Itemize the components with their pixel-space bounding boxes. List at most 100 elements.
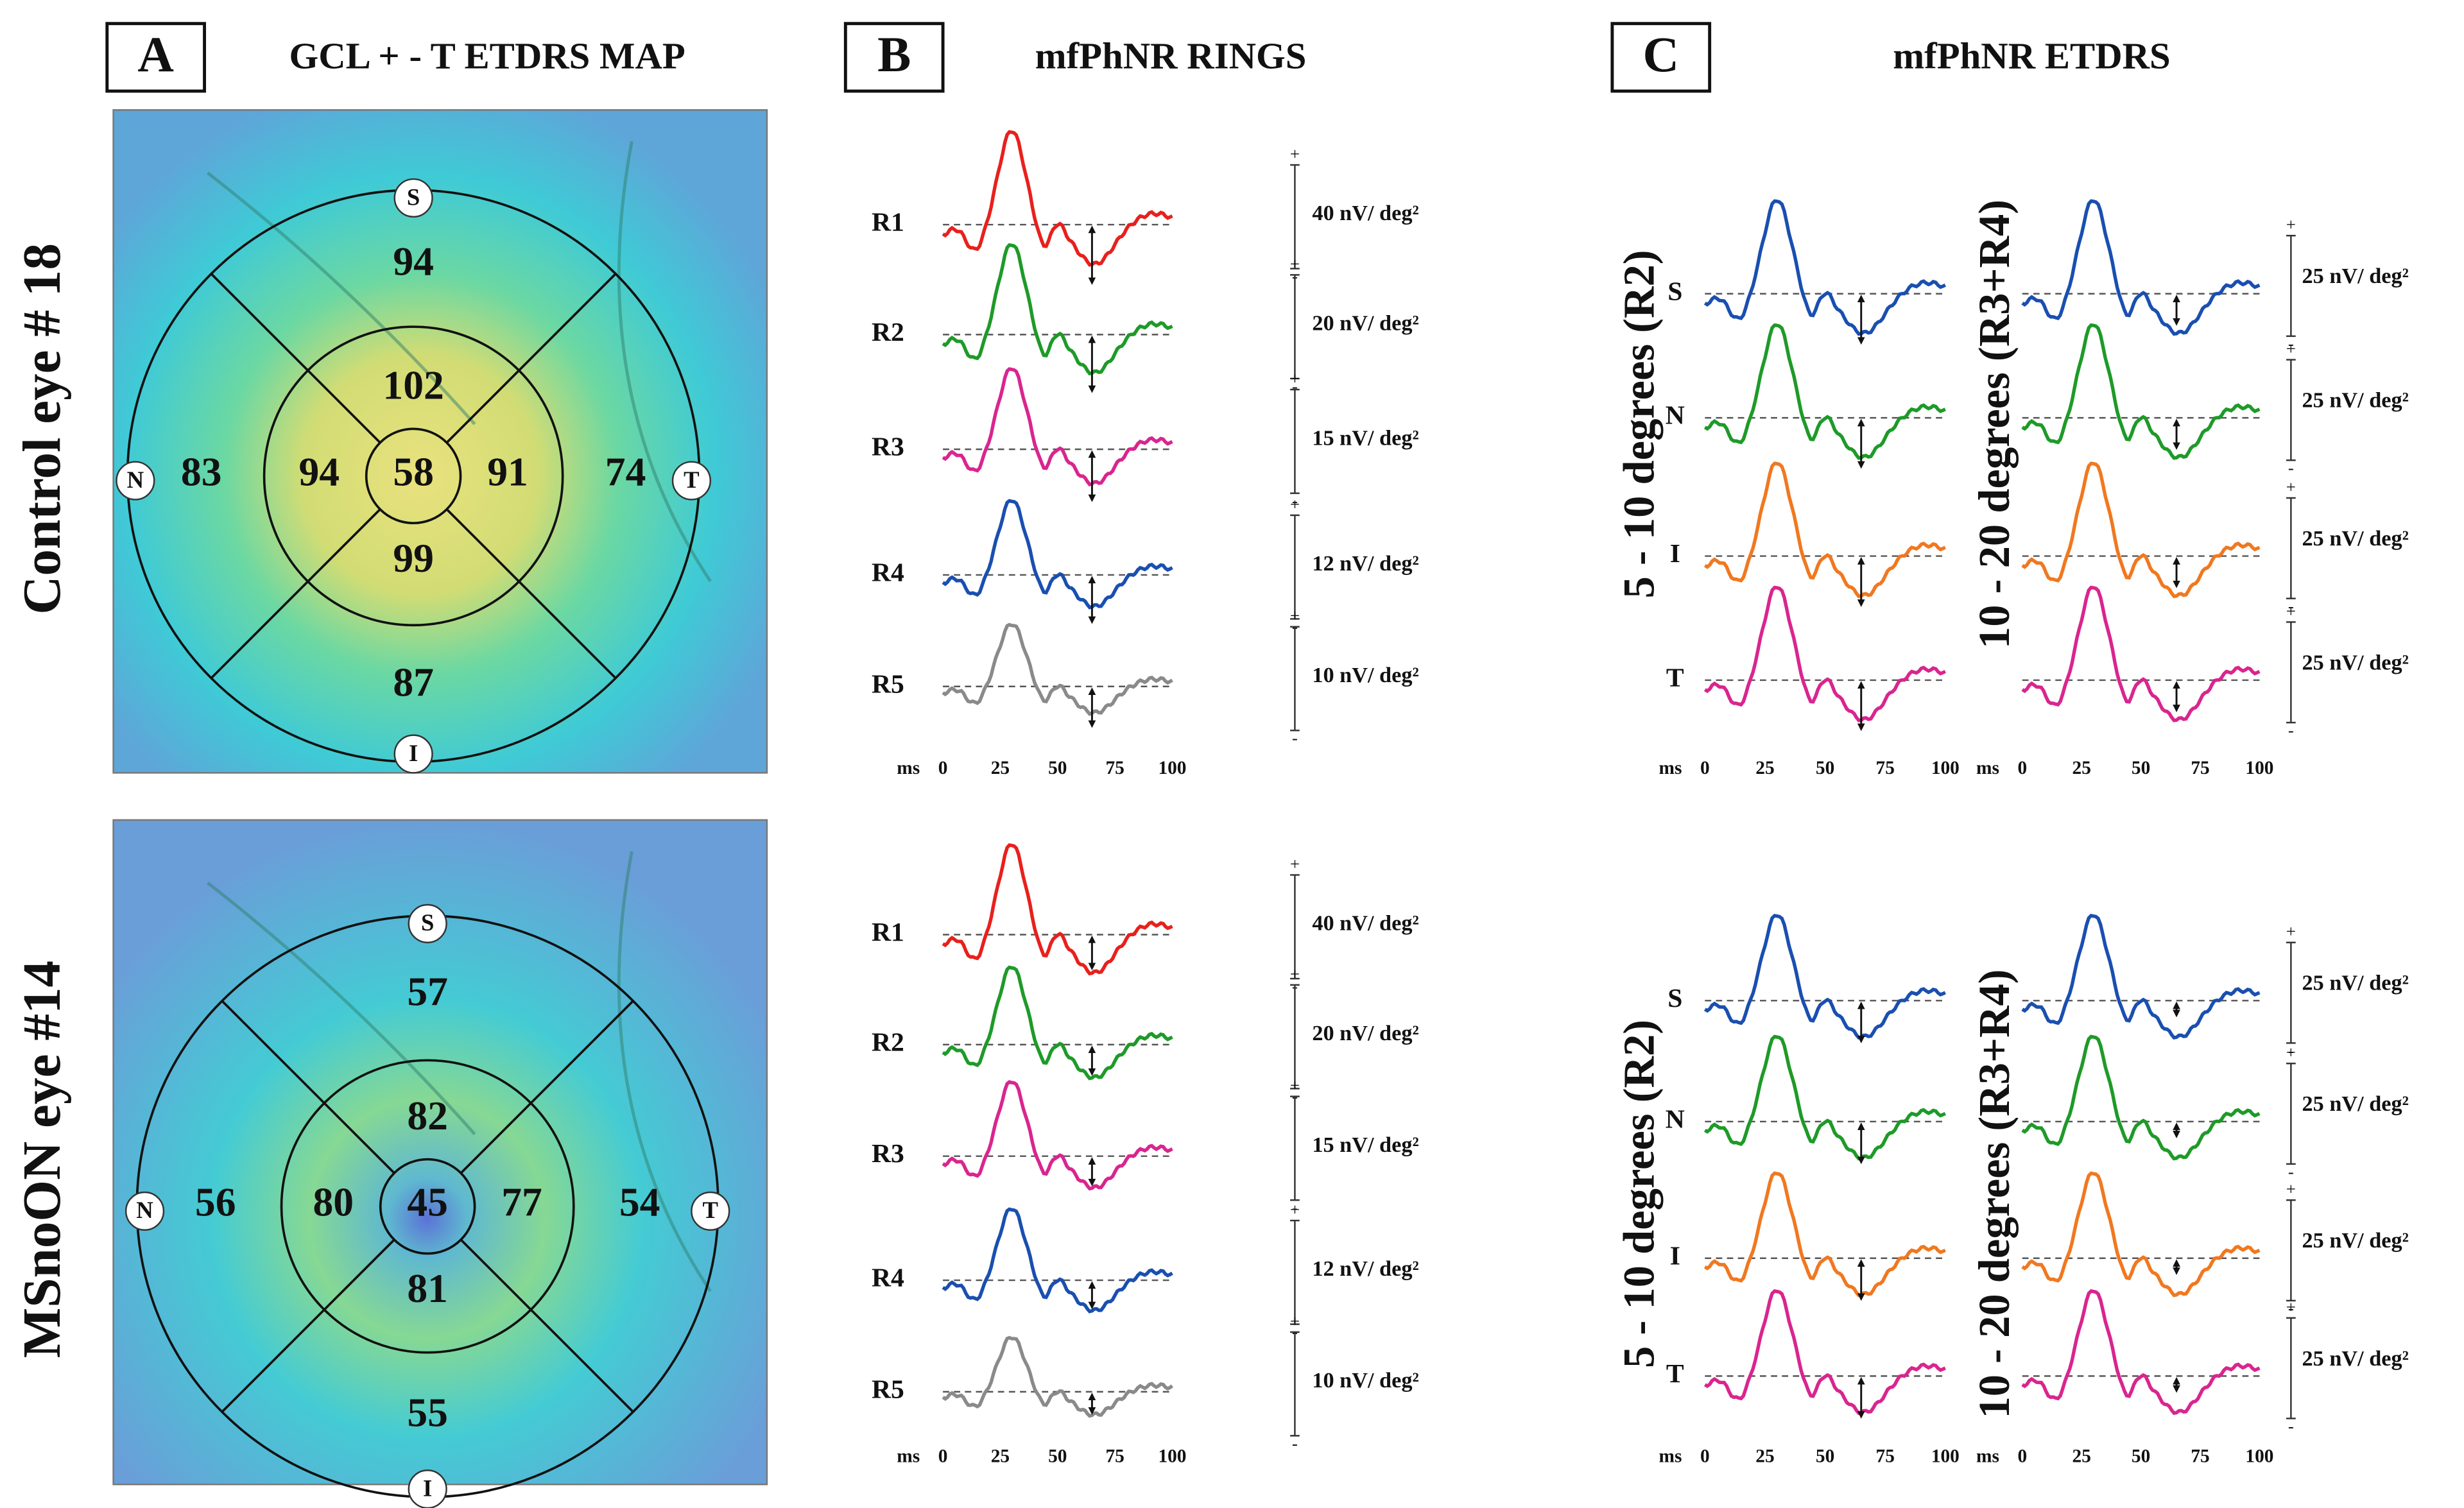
scale-sign: +	[1290, 1075, 1300, 1095]
outer-value: 55	[407, 1390, 448, 1435]
scale-label: 20 nV/ deg²	[1312, 311, 1418, 336]
scale-sign: -	[2288, 597, 2294, 616]
waveform	[2021, 1289, 2261, 1416]
axis-unit: ms	[1976, 1446, 1999, 1466]
scale-sign: -	[2288, 334, 2294, 354]
group-label: 10 - 20 degrees (R3+R4)	[1970, 969, 2019, 1418]
axis-tick: 75	[2191, 758, 2209, 778]
group-label: 10 - 20 degrees (R3+R4)	[1970, 200, 2019, 649]
outer-value: 94	[393, 238, 434, 284]
inner-value: 94	[298, 449, 340, 494]
outer-value: 87	[393, 659, 434, 705]
scale-label: 15 nV/ deg²	[1312, 1133, 1418, 1157]
quadrant-badge	[408, 1469, 447, 1508]
axis-tick: 25	[1755, 758, 1774, 778]
scale-sign: -	[1292, 377, 1298, 396]
scale-sign: -	[1292, 1198, 1298, 1217]
sector-line	[210, 273, 381, 444]
waveform	[942, 130, 1173, 267]
sector-label: S	[1667, 277, 1682, 306]
scale-label: 12 nV/ deg²	[1312, 1256, 1418, 1281]
axis-tick: 25	[1755, 1446, 1774, 1466]
group-label: 5 - 10 degrees (R2)	[1615, 1020, 1664, 1368]
inner-value: 91	[487, 449, 528, 494]
scale-sign: -	[2288, 1416, 2294, 1435]
vessel	[206, 171, 476, 425]
map-image	[112, 109, 768, 774]
scale-label: 15 nV/ deg²	[1312, 425, 1418, 450]
scale-sign: +	[2286, 215, 2296, 234]
eye-label: Control eye # 18	[13, 243, 72, 615]
quadrant-badge	[691, 1191, 730, 1231]
panel-box	[105, 22, 207, 93]
axis-tick: 0	[2017, 758, 2027, 778]
ring-label: R4	[872, 558, 904, 587]
sector-label: S	[1667, 984, 1682, 1013]
inner-value: 80	[313, 1179, 354, 1225]
waveform	[1703, 323, 1946, 460]
waveform	[1703, 1034, 1946, 1161]
waveform	[942, 1207, 1173, 1314]
axis-tick: 25	[991, 758, 1010, 778]
scale-label: 10 nV/ deg²	[1312, 663, 1418, 687]
inner-value: 99	[393, 535, 434, 581]
axis-tick: 50	[2132, 758, 2150, 778]
scale-sign: +	[2286, 477, 2296, 496]
quadrant-label: T	[703, 1197, 718, 1223]
waveform	[942, 243, 1173, 376]
quadrant-label: N	[136, 1197, 153, 1223]
waveform	[1703, 199, 1946, 336]
vessel	[206, 881, 476, 1136]
scale-sign: +	[1290, 1200, 1300, 1219]
quadrant-label: S	[407, 184, 420, 210]
axis-tick: 100	[2245, 1446, 2273, 1466]
axis-tick: 0	[938, 758, 948, 778]
axis-tick: 100	[1158, 758, 1186, 778]
axis-unit: ms	[1659, 758, 1682, 778]
waveform	[2021, 323, 2261, 460]
scale-sign: -	[2288, 1162, 2294, 1181]
axis-tick: 75	[1876, 1446, 1895, 1466]
waveform	[1703, 1171, 1946, 1298]
waveform	[942, 965, 1173, 1081]
quadrant-label: S	[421, 909, 434, 936]
sector-line	[445, 273, 617, 444]
sector-label: I	[1670, 539, 1680, 569]
waveform	[1703, 461, 1946, 599]
eye-label: MSnoON eye #14	[13, 961, 72, 1358]
etdrs-ring	[280, 1059, 575, 1354]
center-value: 58	[393, 449, 434, 494]
outer-value: 57	[407, 969, 448, 1015]
scale-sign: +	[2286, 921, 2296, 941]
scale-sign: +	[1290, 254, 1300, 273]
vessel	[617, 851, 712, 1292]
quadrant-badge	[393, 178, 433, 218]
axis-tick: 75	[2191, 1446, 2209, 1466]
ring-label: R4	[872, 1264, 904, 1293]
inner-value: 81	[407, 1265, 448, 1311]
axis-tick: 50	[1048, 1446, 1067, 1466]
etdrs-ring	[263, 325, 564, 627]
scale-sign: -	[1292, 728, 1298, 748]
waveform	[2021, 1034, 2261, 1161]
axis-tick: 50	[2132, 1446, 2150, 1466]
quadrant-badge	[393, 734, 433, 774]
scale-sign: +	[2286, 601, 2296, 621]
ring-label: R3	[872, 1139, 904, 1169]
ring-label: R1	[872, 208, 904, 237]
axis-tick: 0	[938, 1446, 948, 1466]
outer-value: 74	[605, 449, 646, 494]
sector-label: I	[1670, 1241, 1680, 1271]
panel-box	[1610, 22, 1712, 93]
panel-title: mfPhNR RINGS	[1035, 35, 1307, 77]
sector-line	[210, 508, 381, 680]
scale-sign: +	[2286, 1043, 2296, 1062]
quadrant-badge	[116, 461, 155, 501]
vessel	[617, 141, 712, 583]
waveform	[2021, 199, 2261, 336]
group-label: 5 - 10 degrees (R2)	[1615, 250, 1664, 598]
panel-title: mfPhNR ETDRS	[1893, 35, 2171, 77]
scale-sign: +	[1290, 494, 1300, 513]
scale-label: 25 nV/ deg²	[2302, 971, 2409, 995]
quadrant-label: N	[127, 467, 144, 493]
